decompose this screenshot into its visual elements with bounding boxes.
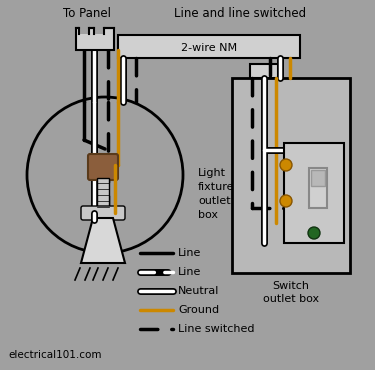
Bar	[76, 28, 114, 50]
Text: electrical101.com: electrical101.com	[8, 350, 102, 360]
FancyBboxPatch shape	[81, 206, 125, 220]
Text: To Panel: To Panel	[63, 7, 111, 20]
Text: Line switched: Line switched	[178, 324, 255, 334]
Text: Line and line switched: Line and line switched	[174, 7, 306, 20]
Text: Neutral: Neutral	[178, 286, 219, 296]
Bar	[79, 26, 89, 34]
Bar	[284, 143, 344, 243]
Circle shape	[27, 97, 183, 253]
Text: Switch
outlet box: Switch outlet box	[263, 281, 319, 304]
Circle shape	[280, 159, 292, 171]
Polygon shape	[81, 218, 125, 263]
Text: Line: Line	[178, 248, 201, 258]
Bar	[309, 168, 327, 208]
Bar	[118, 35, 300, 58]
Bar	[232, 78, 350, 273]
Circle shape	[280, 195, 292, 207]
Bar	[250, 64, 278, 78]
Text: Light
fixture
outlet
box: Light fixture outlet box	[198, 168, 234, 220]
Bar	[97, 178, 109, 208]
Text: Ground: Ground	[178, 305, 219, 315]
Circle shape	[308, 227, 320, 239]
Text: 2-wire NM: 2-wire NM	[181, 43, 237, 53]
Bar	[311, 170, 325, 186]
FancyBboxPatch shape	[88, 154, 118, 180]
Bar	[94, 26, 104, 34]
Text: Line: Line	[178, 267, 201, 277]
